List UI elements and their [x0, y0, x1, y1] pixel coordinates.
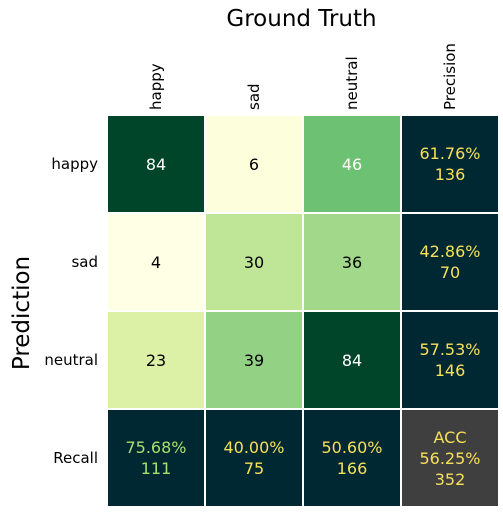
matrix-cell-1-0: 4 — [108, 214, 204, 310]
column-label-3: Precision — [441, 43, 459, 110]
matrix-cell-2-2-text-0: 84 — [341, 350, 363, 370]
precision-cell-1-text-0: 42.86% — [419, 242, 481, 261]
recall-cell-2-text-0: 50.60% — [321, 438, 383, 457]
accuracy-cell: ACC 56.25% 352 — [402, 410, 498, 506]
recall-cell-0: 75.68% 111 — [108, 410, 204, 506]
matrix-cell-1-2: 36 — [304, 214, 400, 310]
confusion-matrix: 84 6 46 4 30 36 23 39 84 61.76% 136 42.86% 70 57.53% 1… — [108, 116, 498, 506]
matrix-cell-0-1-text-0: 6 — [248, 154, 260, 174]
matrix-cell-2-0-text-0: 23 — [145, 350, 167, 370]
row-label-1: sad — [71, 253, 98, 271]
precision-cell-0-text-0: 61.76% — [419, 144, 481, 163]
recall-cell-0-text-0: 75.68% — [125, 438, 187, 457]
row-label-3: Recall — [53, 449, 98, 467]
recall-cell-2-text-1: 166 — [336, 459, 368, 478]
matrix-cell-2-0: 23 — [108, 312, 204, 408]
matrix-cell-1-0-text-0: 4 — [150, 252, 162, 272]
recall-cell-1-text-1: 75 — [243, 459, 265, 478]
row-label-0: happy — [51, 155, 98, 173]
matrix-cell-2-1: 39 — [206, 312, 302, 408]
chart-title: Ground Truth — [226, 6, 377, 32]
precision-cell-2-text-0: 57.53% — [419, 340, 481, 359]
precision-cell-1-text-1: 70 — [439, 263, 461, 282]
matrix-cell-0-0: 84 — [108, 116, 204, 212]
matrix-cell-0-2-text-0: 46 — [341, 154, 363, 174]
precision-cell-2-text-1: 146 — [434, 361, 466, 380]
recall-cell-1-text-0: 40.00% — [223, 438, 285, 457]
row-label-2: neutral — [44, 351, 98, 369]
accuracy-cell-text-2: 352 — [434, 469, 466, 489]
matrix-cell-1-1-text-0: 30 — [243, 252, 265, 272]
precision-cell-0: 61.76% 136 — [402, 116, 498, 212]
matrix-cell-2-2: 84 — [304, 312, 400, 408]
matrix-cell-0-2: 46 — [304, 116, 400, 212]
recall-cell-1: 40.00% 75 — [206, 410, 302, 506]
matrix-cell-0-1: 6 — [206, 116, 302, 212]
precision-cell-2: 57.53% 146 — [402, 312, 498, 408]
column-label-0: happy — [147, 63, 165, 110]
matrix-cell-1-1: 30 — [206, 214, 302, 310]
column-label-1: sad — [245, 83, 263, 110]
matrix-cell-0-0-text-0: 84 — [145, 154, 167, 174]
column-label-2: neutral — [343, 56, 361, 110]
precision-cell-1: 42.86% 70 — [402, 214, 498, 310]
matrix-cell-2-1-text-0: 39 — [243, 350, 265, 370]
precision-cell-0-text-1: 136 — [434, 165, 466, 184]
recall-cell-2: 50.60% 166 — [304, 410, 400, 506]
accuracy-cell-text-1: 56.25% — [419, 448, 481, 468]
recall-cell-0-text-1: 111 — [140, 459, 172, 478]
matrix-cell-1-2-text-0: 36 — [341, 252, 363, 272]
y-axis-label: Prediction — [9, 255, 35, 371]
accuracy-cell-text-0: ACC — [433, 427, 467, 447]
